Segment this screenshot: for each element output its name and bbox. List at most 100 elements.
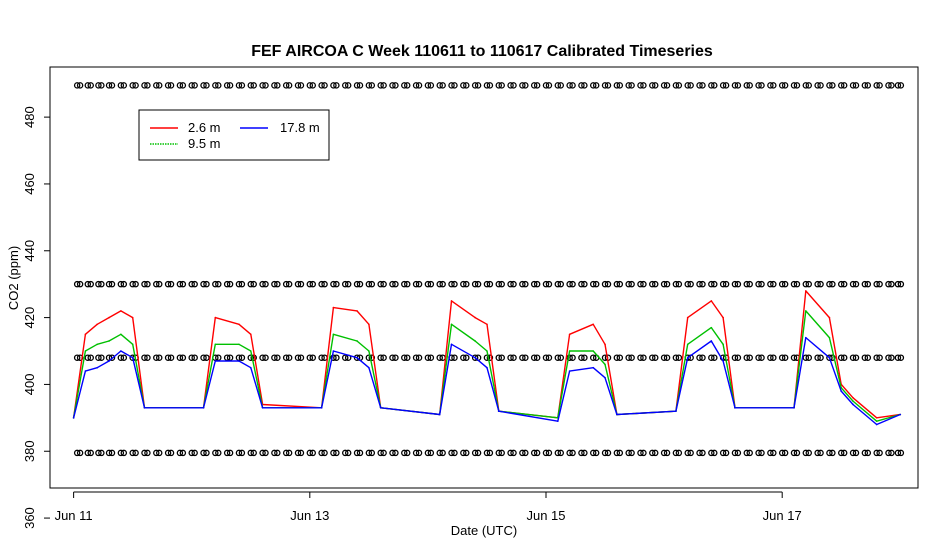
- calibration-marker-2-42-1: [569, 280, 576, 288]
- calibration-marker-0-19-0: [294, 449, 302, 457]
- calibration-marker-0-47-1: [628, 449, 635, 457]
- calibration-marker-2-61-0: [790, 280, 798, 288]
- plot-frame: [49, 66, 919, 489]
- x-tick-label-0: Jun 11: [55, 508, 93, 523]
- data-point-17-8-m-31: [734, 407, 736, 409]
- data-point-2-6-m-36: [852, 396, 854, 399]
- calibration-marker-3-15-1: [250, 82, 257, 89]
- calibration-marker-0-22-1: [333, 449, 340, 457]
- calibration-marker-2-66-0: [849, 280, 857, 288]
- calibration-marker-2-23-1: [344, 280, 352, 288]
- calibration-marker-0-29-0: [412, 449, 420, 457]
- data-point-2-6-m-34: [828, 316, 831, 319]
- calibration-marker-0-34-1: [474, 449, 482, 457]
- calibration-marker-2-68-1: [876, 280, 883, 288]
- calibration-marker-3-35-1: [486, 82, 494, 89]
- calibration-marker-2-44-1: [592, 280, 600, 288]
- calibration-marker-2-68-0: [873, 280, 880, 288]
- calibration-marker-0-60-1: [781, 449, 789, 457]
- data-point-17-8-m-30: [722, 360, 724, 362]
- calibration-marker-0-44-0: [589, 449, 597, 457]
- calibration-marker-2-5-0: [129, 280, 136, 288]
- calibration-marker-3-1-0: [84, 82, 92, 89]
- calibration-marker-3-40-0: [542, 82, 550, 89]
- data-point-17-8-m-4: [120, 350, 122, 352]
- calibration-marker-2-33-1: [463, 280, 470, 288]
- calibration-marker-3-20-1: [309, 82, 317, 89]
- calibration-marker-2-11-1: [203, 280, 210, 288]
- calibration-marker-1-36-1: [498, 354, 505, 361]
- calibration-marker-2-29-1: [415, 280, 423, 288]
- calibration-marker-0-65-0: [837, 449, 845, 457]
- calibration-marker-2-57-0: [743, 280, 751, 288]
- calibration-marker-3-41-1: [557, 82, 565, 89]
- calibration-marker-3-33-1: [463, 82, 470, 89]
- calibration-marker-3-11-0: [200, 82, 207, 89]
- calibration-marker-1-23-0: [341, 354, 349, 361]
- calibration-marker-0-49-1: [651, 449, 659, 457]
- calibration-marker-3-8-1: [167, 82, 175, 89]
- calibration-marker-0-30-0: [424, 449, 432, 457]
- calibration-marker-3-13-1: [226, 82, 234, 89]
- calibration-marker-2-21-0: [318, 280, 325, 288]
- calibration-marker-0-18-0: [282, 449, 290, 457]
- calibration-marker-3-68-0: [873, 82, 880, 89]
- calibration-marker-3-29-0: [412, 82, 420, 89]
- calibration-marker-1-0-0: [73, 354, 81, 361]
- calibration-marker-3-32-0: [448, 82, 455, 89]
- calibration-marker-1-40-0: [542, 354, 550, 361]
- calibration-marker-3-23-1: [344, 82, 352, 89]
- calibration-marker-1-22-0: [330, 354, 337, 361]
- calibration-marker-2-54-1: [711, 280, 718, 288]
- calibration-marker-0-31-1: [439, 449, 446, 457]
- data-point-2-6-m-3: [108, 316, 110, 319]
- calibration-marker-0-27-1: [392, 449, 399, 457]
- calibration-marker-2-66-1: [852, 280, 860, 288]
- calibration-marker-3-60-1: [781, 82, 789, 89]
- data-point-17-8-m-26: [616, 413, 618, 416]
- calibration-marker-0-23-1: [344, 449, 352, 457]
- calibration-marker-2-56-1: [734, 280, 742, 288]
- calibration-marker-2-0-1: [76, 280, 84, 288]
- calibration-marker-0-22-0: [330, 449, 337, 457]
- calibration-marker-3-53-0: [696, 82, 703, 89]
- calibration-marker-1-60-0: [778, 354, 786, 361]
- calibration-marker-3-19-0: [294, 82, 302, 89]
- y-tick-label-480: 480: [22, 106, 37, 128]
- calibration-marker-2-26-0: [377, 280, 384, 288]
- calibration-marker-0-59-1: [770, 449, 777, 457]
- calibration-marker-2-48-1: [640, 280, 647, 288]
- calibration-marker-2-52-1: [687, 280, 694, 288]
- calibration-marker-0-2-1: [98, 449, 105, 457]
- calibration-marker-1-69-0: [885, 354, 892, 361]
- data-point-2-6-m-19: [474, 316, 476, 319]
- data-point-17-8-m-33: [805, 336, 807, 339]
- calibration-marker-3-57-0: [743, 82, 751, 89]
- y-tick-label-440: 440: [22, 240, 37, 262]
- calibration-marker-3-62-1: [805, 82, 813, 89]
- calibration-marker-0-30-1: [427, 449, 435, 457]
- calibration-marker-0-12-0: [212, 449, 219, 457]
- calibration-marker-2-12-1: [215, 280, 222, 288]
- calibration-marker-0-43-0: [578, 449, 585, 457]
- calibration-marker-3-64-1: [829, 82, 836, 89]
- calibration-marker-3-38-0: [519, 82, 526, 89]
- series-lines: [72, 290, 902, 426]
- calibration-marker-2-17-1: [274, 280, 281, 288]
- calibration-marker-0-57-0: [743, 449, 751, 457]
- calibration-marker-2-19-0: [294, 280, 302, 288]
- calibration-marker-1-12-1: [215, 354, 222, 361]
- calibration-marker-3-22-1: [333, 82, 340, 89]
- calibration-marker-1-54-1: [711, 354, 718, 361]
- calibration-marker-2-6-1: [144, 280, 151, 288]
- calibration-marker-2-53-1: [699, 280, 706, 288]
- calibration-marker-3-43-0: [578, 82, 585, 89]
- calibration-marker-0-44-1: [592, 449, 600, 457]
- calibration-marker-2-17-0: [271, 280, 278, 288]
- calibration-marker-3-31-1: [439, 82, 446, 89]
- calibration-marker-2-48-0: [637, 280, 644, 288]
- calibration-marker-3-35-0: [483, 82, 491, 89]
- calibration-marker-2-30-0: [424, 280, 432, 288]
- calibration-marker-0-70-0: [894, 449, 902, 457]
- calibration-marker-2-43-1: [581, 280, 588, 288]
